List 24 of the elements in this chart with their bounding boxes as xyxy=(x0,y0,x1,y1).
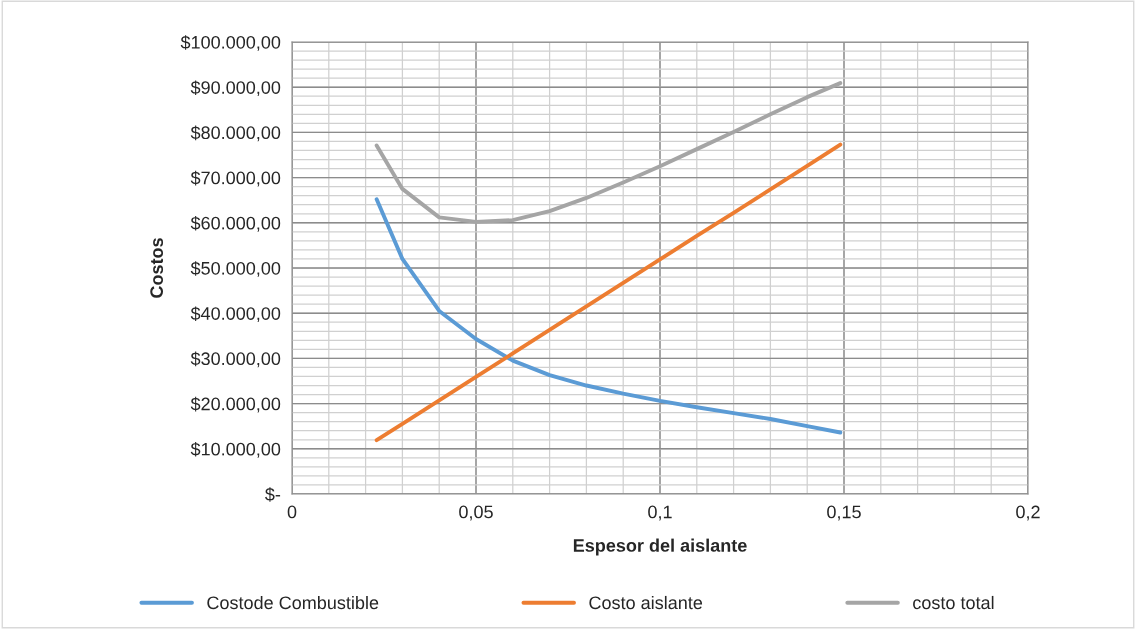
y-tick-label: $- xyxy=(265,487,281,502)
legend-label: Costo aislante xyxy=(589,595,703,610)
y-tick-label: $10.000,00 xyxy=(190,441,281,458)
x-tick-label: 0,05 xyxy=(459,505,493,521)
y-tick-label: $40.000,00 xyxy=(190,306,281,323)
y-tick-label: $80.000,00 xyxy=(190,125,281,142)
x-tick-label: 0,15 xyxy=(827,505,861,521)
legend-label: Costode Combustible xyxy=(207,595,379,610)
y-axis-title: Costos xyxy=(150,238,164,298)
y-tick-label: $100.000,00 xyxy=(180,35,281,51)
y-tick-label: $70.000,00 xyxy=(190,170,281,187)
x-tick-label: 0 xyxy=(287,505,297,519)
line-series xyxy=(374,142,843,443)
y-tick-label: $20.000,00 xyxy=(190,396,281,413)
y-tick-label: $60.000,00 xyxy=(190,215,281,232)
y-tick-label: $90.000,00 xyxy=(190,80,281,97)
x-axis-title: Espesor del aislante xyxy=(573,538,747,556)
line-series xyxy=(374,81,843,224)
x-tick-label: 0,2 xyxy=(1016,505,1040,521)
x-tick-label: 0,1 xyxy=(648,505,672,521)
legend-label: costo total xyxy=(913,595,994,610)
y-tick-label: $50.000,00 xyxy=(190,261,281,277)
line-series xyxy=(374,197,843,435)
y-tick-label: $30.000,00 xyxy=(190,351,281,368)
